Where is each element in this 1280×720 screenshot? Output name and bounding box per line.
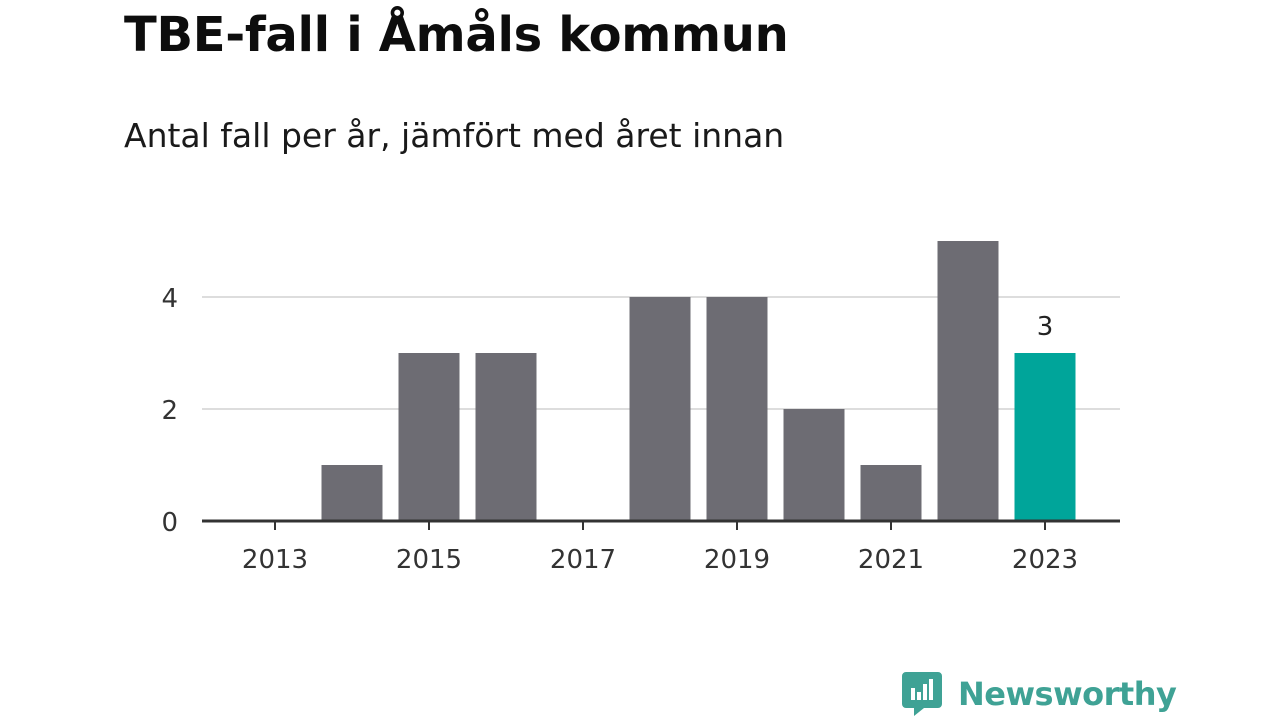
chart-subtitle: Antal fall per år, jämfört med året inna…	[124, 116, 785, 155]
data-label-2023: 3	[1037, 312, 1054, 342]
x-tick-label-2023: 2023	[1012, 545, 1078, 575]
bar-2022	[937, 241, 999, 521]
newsworthy-logo-text: Newsworthy	[958, 675, 1177, 713]
y-tick-label-0: 0	[161, 508, 178, 538]
x-tick-label-2015: 2015	[396, 545, 462, 575]
bar-2023	[1014, 353, 1076, 521]
bar-2016	[475, 353, 537, 521]
x-tick-label-2019: 2019	[704, 545, 770, 575]
bar-2018	[629, 297, 691, 521]
bar-2014	[321, 465, 383, 521]
bar-2019	[706, 297, 768, 521]
newsworthy-logo-icon	[902, 672, 942, 716]
chart-title: TBE-fall i Åmåls kommun	[124, 7, 789, 63]
bar-2021	[860, 465, 922, 521]
bar-2020	[783, 409, 845, 521]
x-tick-label-2021: 2021	[858, 545, 924, 575]
y-tick-label-2: 2	[161, 396, 178, 426]
x-tick-label-2017: 2017	[550, 545, 616, 575]
x-tick-label-2013: 2013	[242, 545, 308, 575]
bar-2015	[398, 353, 460, 521]
newsworthy-logo: Newsworthy	[902, 670, 1177, 718]
y-tick-label-4: 4	[161, 284, 178, 314]
